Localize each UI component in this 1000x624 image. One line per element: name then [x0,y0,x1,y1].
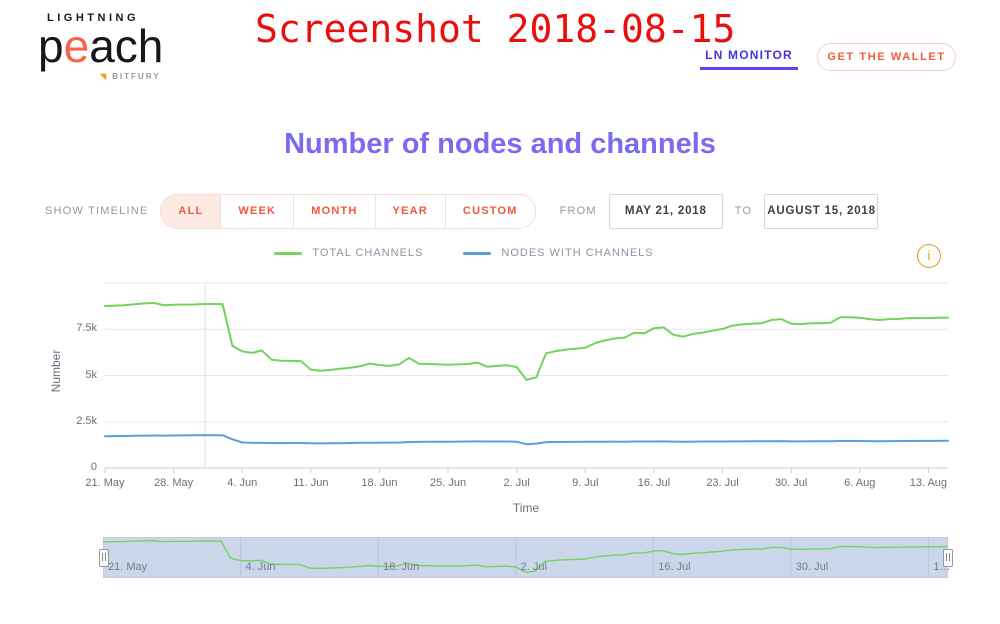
total-channels-swatch [274,251,303,255]
navigator-track[interactable] [103,537,948,578]
x-axis-tick-label: 25. Jun [430,477,467,489]
x-axis-tick-label: 11. Jun [293,477,329,489]
legend-item-nodes-with-channels[interactable]: NODES WITH CHANNELS [463,247,653,259]
get-the-wallet-button[interactable]: GET THE WALLET [817,43,956,71]
to-label: TO [734,205,753,217]
x-axis-tick-label: 21. May [85,477,125,489]
nav-ln-monitor-link[interactable]: LN MONITOR [700,48,798,70]
lightning-peach-logo[interactable]: LIGHTNING peach ◥ BITFURY [38,12,208,81]
legend-label-nodes-with-channels: NODES WITH CHANNELS [501,247,654,259]
logo-lightning-text: LIGHTNING [47,12,139,24]
chart-gridlines [104,282,948,578]
logo-brand-text: peach [38,23,208,69]
bitfury-byline: ◥ BITFURY [38,72,208,81]
legend-label-total-channels: TOTAL CHANNELS [312,247,424,259]
logo-accent-letter-e: e [63,20,90,72]
active-nav-underline [700,67,798,70]
range-button-month[interactable]: MONTH [293,194,374,228]
logo-letters-ach: ach [89,20,164,72]
x-axis-tick-label: 18. Jun [361,477,398,489]
range-button-week[interactable]: WEEK [220,194,293,228]
nodes-with-channels-swatch [463,251,492,255]
timeline-range-group: ALL WEEK MONTH YEAR CUSTOM [160,193,536,229]
y-axis-tick-label: 2.5k [76,414,97,427]
x-axis-tick-label: 2. Jul [503,477,530,489]
chart-legend: TOTAL CHANNELS NODES WITH CHANNELS [0,247,928,259]
x-axis-tick-label: 28. May [154,477,194,489]
total-channels-line [104,302,949,381]
x-axis-tick-label: 23. Jul [706,477,739,489]
bitfury-label: BITFURY [112,72,161,81]
x-axis-tick-label: 9. Jul [572,477,599,489]
x-axis-tick-label: 6. Aug [844,477,876,489]
range-button-custom[interactable]: CUSTOM [444,194,535,228]
y-axis-tick-label: 5k [85,368,97,381]
navigator-right-handle[interactable] [943,549,953,567]
range-button-year[interactable]: YEAR [374,194,445,228]
show-timeline-label: SHOW TIMELINE [45,205,149,217]
page-title: Number of nodes and channels [284,128,716,160]
x-axis-tick-label: 16. Jul [637,477,671,489]
range-button-all[interactable]: ALL [161,194,221,228]
y-axis-tick-label: 0 [90,461,97,473]
from-label: FROM [559,205,597,217]
x-axis-tick-label: 4. Jun [227,477,258,489]
x-axis-title: Time [512,501,540,515]
y-axis-tick-label: 7.5k [76,322,97,335]
ln-monitor-label: LN MONITOR [705,48,793,62]
screenshot-date-caption: Screenshot 2018-08-15 [255,7,736,51]
x-axis-tick-label: 13. Aug [909,477,948,489]
to-date-input[interactable] [764,193,879,229]
bitfury-icon: ◥ [100,71,109,81]
from-date-input[interactable] [608,193,723,229]
y-axis-title: Number [49,349,63,393]
legend-item-total-channels[interactable]: TOTAL CHANNELS [274,247,423,259]
timeline-controls: SHOW TIMELINE ALL WEEK MONTH YEAR CUSTOM… [45,193,879,229]
logo-letter-p: p [38,20,64,72]
info-icon[interactable]: i [917,244,941,268]
x-axis-tick-label: 30. Jul [774,477,808,489]
navigator-left-handle[interactable] [99,549,109,567]
nodes-with-channels-line [104,434,949,446]
